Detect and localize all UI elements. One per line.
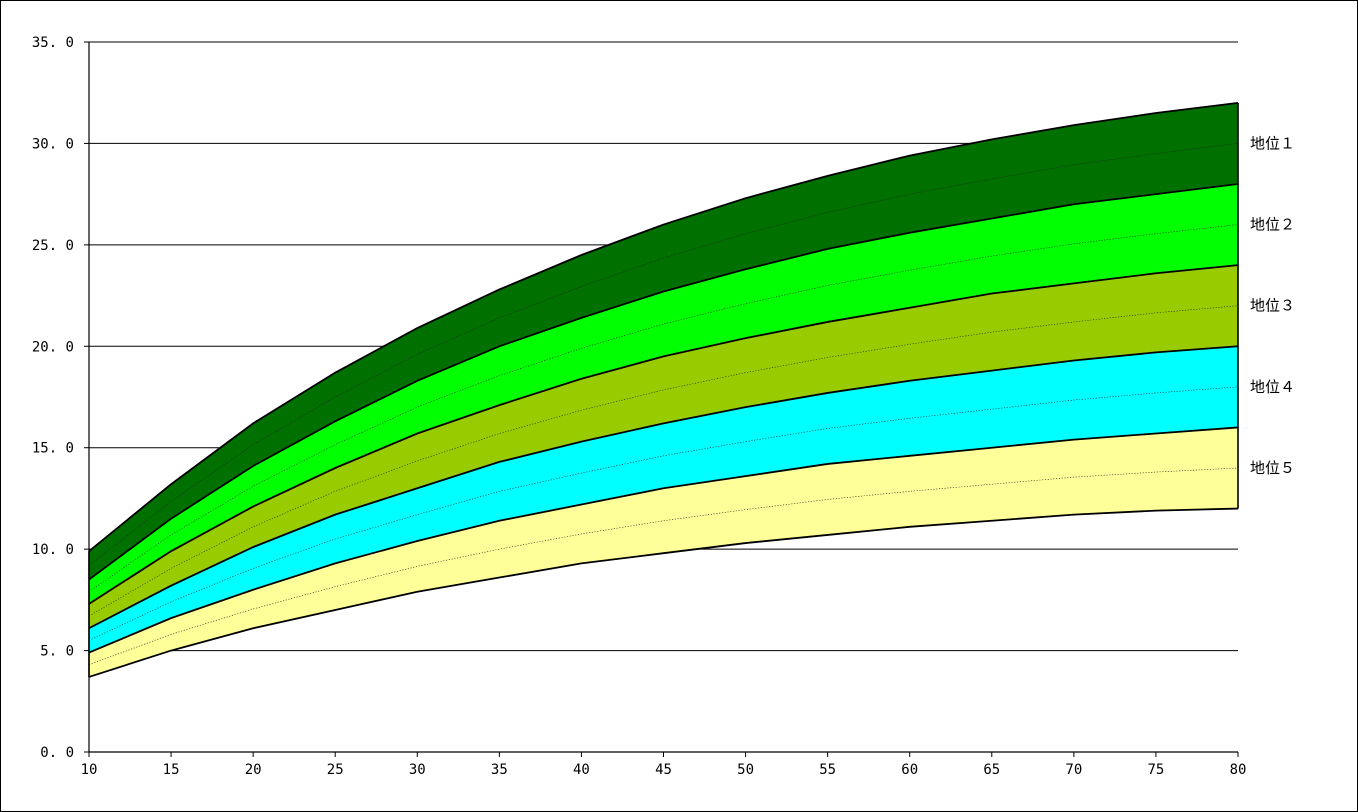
band-area-3 [89,265,1238,629]
boundary-line-1 [88,101,1239,552]
y-tick-label-7: 35. 0 [32,35,74,51]
band-area-5 [89,427,1238,677]
x-tick-label-11: 65 [983,762,1000,778]
x-tick-label-14: 80 [1230,762,1247,778]
y-tick-label-6: 30. 0 [32,136,74,152]
x-tick-label-12: 70 [1065,762,1082,778]
x-tick-label-3: 25 [327,762,344,778]
x-tick-label-9: 55 [819,762,836,778]
band-label-5: 地位５ [1250,459,1295,477]
x-tick-label-13: 75 [1147,762,1164,778]
x-tick-label-0: 10 [81,762,98,778]
boundary-line-5 [88,426,1239,654]
boundary-line-3 [88,264,1239,605]
band-area-4 [89,346,1238,653]
x-tick-label-2: 20 [245,762,262,778]
band-label-4: 地位４ [1250,378,1295,396]
boundary-line-4 [88,345,1239,630]
axes [84,41,1239,757]
band-label-3: 地位３ [1250,297,1295,315]
y-tick-label-0: 0. 0 [40,745,74,761]
band-labels: 地位１ 地位２ 地位３ 地位４ 地位５ [1250,134,1295,477]
boundary-lines [88,101,1239,678]
x-tick-label-10: 60 [901,762,918,778]
y-axis-tick-labels: 0. 0 5. 0 10. 0 15. 0 20. 0 25. 0 30. 0 35. 0 [32,35,74,761]
band-midline-4 [88,386,1239,641]
x-tick-label-6: 40 [573,762,590,778]
band-midline-2 [88,224,1239,592]
band-area-1 [89,102,1238,580]
x-axis-tick-labels: 10 15 20 25 30 35 40 45 50 55 60 65 70 75 80 [81,762,1247,778]
band-midlines [88,143,1239,666]
y-tick-label-3: 15. 0 [32,441,74,457]
boundary-line-6 [88,507,1239,678]
x-tick-label-4: 30 [409,762,426,778]
band-midline-5 [88,467,1239,666]
boundary-line-2 [88,183,1239,581]
y-tick-label-4: 20. 0 [32,339,74,355]
band-label-1: 地位１ [1250,134,1295,152]
band-areas [89,102,1238,677]
y-tick-label-2: 10. 0 [32,542,74,558]
x-tick-label-7: 45 [655,762,672,778]
band-area-2 [89,184,1238,604]
x-tick-label-1: 15 [163,762,180,778]
y-tick-label-5: 25. 0 [32,238,74,254]
x-tick-label-8: 50 [737,762,754,778]
band-label-2: 地位２ [1250,216,1295,234]
x-tick-label-5: 35 [491,762,508,778]
y-tick-label-1: 5. 0 [40,644,74,660]
band-midline-1 [88,143,1239,566]
band-midline-3 [88,305,1239,617]
